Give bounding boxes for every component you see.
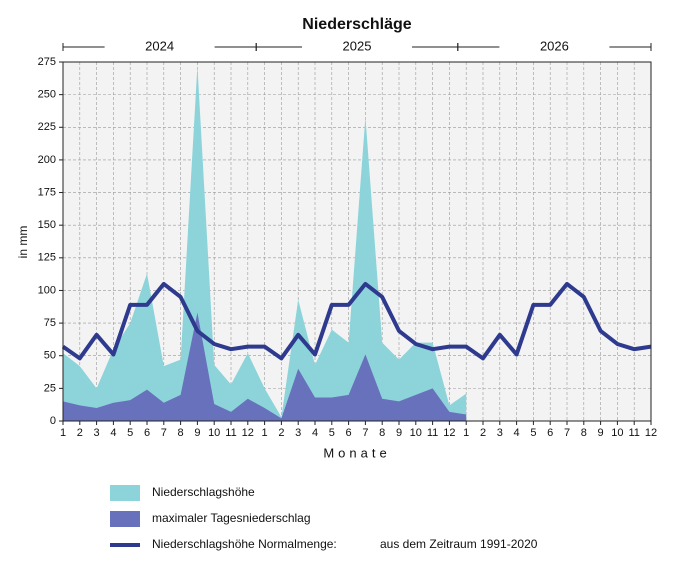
- x-tick-label: 8: [581, 427, 587, 439]
- plot-frame: [62, 61, 652, 422]
- x-tick-label: 5: [127, 427, 133, 439]
- x-tick-label: 3: [497, 427, 503, 439]
- x-tick-label: 10: [611, 427, 623, 439]
- y-tick-label: 175: [38, 186, 56, 198]
- y-tick-label: 200: [38, 154, 56, 166]
- y-tick-label: 100: [38, 284, 56, 296]
- x-tick-label: 5: [530, 427, 536, 439]
- x-tick-label: 8: [178, 427, 184, 439]
- x-tick-label: 1: [262, 427, 268, 439]
- x-tick-label: 5: [329, 427, 335, 439]
- x-tick-label: 1: [60, 427, 66, 439]
- year-label: 2024: [145, 38, 174, 53]
- y-tick-label: 75: [44, 317, 56, 329]
- chart-title: Niederschläge: [302, 16, 411, 33]
- x-tick-label: 2: [77, 427, 83, 439]
- x-tick-label: 7: [161, 427, 167, 439]
- y-tick-label: 125: [38, 252, 56, 264]
- x-tick-label: 6: [144, 427, 150, 439]
- x-tick-label: 1: [463, 427, 469, 439]
- y-axis-label: in mm: [16, 226, 30, 259]
- x-tick-label: 10: [410, 427, 422, 439]
- x-tick-label: 7: [564, 427, 570, 439]
- y-tick-label: 250: [38, 89, 56, 101]
- x-tick-label: 12: [645, 427, 657, 439]
- x-tick-label: 3: [94, 427, 100, 439]
- x-tick-label: 3: [295, 427, 301, 439]
- x-tick-label: 2: [278, 427, 284, 439]
- y-tick-label: 225: [38, 121, 56, 133]
- x-tick-label: 4: [110, 427, 116, 439]
- year-label: 2026: [540, 38, 569, 53]
- x-tick-label: 2: [480, 427, 486, 439]
- x-tick-label: 10: [208, 427, 220, 439]
- legend-note: aus dem Zeitraum 1991-2020: [380, 537, 538, 551]
- y-tick-label: 50: [44, 350, 56, 362]
- y-tick-label: 0: [50, 415, 56, 427]
- legend-label: maximaler Tagesniederschlag: [152, 511, 311, 525]
- legend-swatch: [110, 511, 140, 527]
- legend-swatch: [110, 485, 140, 501]
- line: [61, 281, 652, 361]
- x-tick-label: 11: [427, 427, 438, 439]
- x-tick-label: 6: [547, 427, 553, 439]
- x-tick-label: 12: [443, 427, 455, 439]
- x-tick-label: 7: [362, 427, 368, 439]
- y-tick-label: 275: [38, 56, 56, 68]
- x-tick-label: 4: [312, 427, 318, 439]
- x-tick-label: 4: [514, 427, 520, 439]
- x-tick-label: 11: [628, 427, 639, 439]
- x-tick-label: 8: [379, 427, 385, 439]
- area: [63, 312, 467, 421]
- x-axis-label: Monate: [323, 445, 390, 460]
- x-tick-label: 9: [598, 427, 604, 439]
- legend-label: Niederschlagshöhe Normalmenge:: [152, 537, 337, 551]
- y-tick-label: 150: [38, 219, 56, 231]
- legend-label: Niederschlagshöhe: [152, 485, 255, 499]
- y-tick-label: 25: [44, 382, 56, 394]
- x-tick-label: 12: [242, 427, 254, 439]
- x-tick-label: 11: [225, 427, 236, 439]
- year-label: 2025: [343, 38, 372, 53]
- x-tick-label: 9: [194, 427, 200, 439]
- x-tick-label: 9: [396, 427, 402, 439]
- x-tick-label: 6: [346, 427, 352, 439]
- area: [63, 65, 467, 421]
